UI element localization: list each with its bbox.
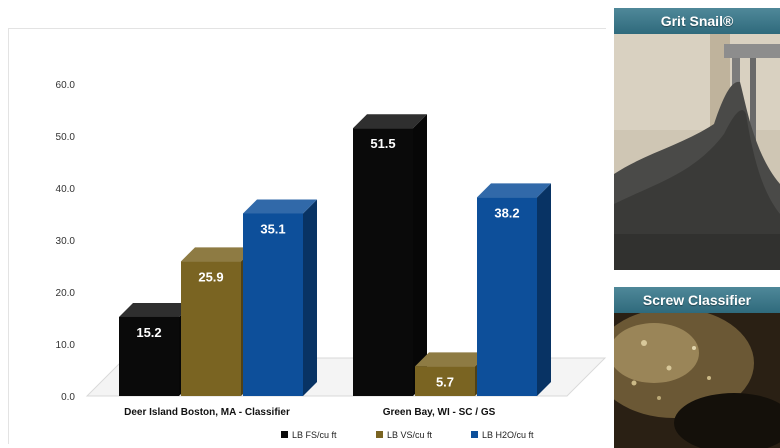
legend-swatch (376, 431, 383, 438)
bar-top (477, 183, 551, 198)
screw-classifier-photo (614, 313, 780, 448)
legend-label: LB VS/cu ft (387, 430, 433, 440)
bar (477, 197, 537, 396)
data-label: 38.2 (494, 205, 519, 220)
legend-label: LB FS/cu ft (292, 430, 337, 440)
category-label: Green Bay, WI - SC / GS (383, 407, 496, 418)
bar-top (415, 352, 489, 367)
grit-snail-title: Grit Snail® (614, 8, 780, 34)
bar (415, 366, 475, 396)
bar (243, 213, 303, 396)
y-tick-label: 20.0 (56, 288, 76, 299)
bar-top (353, 114, 427, 129)
bar-chart: 0.0 10.0 20.0 30.0 40.0 50.0 60.0 15.2 25.9 35.1 5… (56, 80, 607, 440)
bar (353, 128, 413, 396)
bar-top (181, 247, 255, 262)
bar (119, 316, 179, 396)
bar-top (243, 199, 317, 214)
legend-label: LB H2O/cu ft (482, 430, 534, 440)
bar-side (413, 114, 427, 396)
y-tick-label: 60.0 (56, 80, 76, 91)
bar-top (119, 302, 193, 317)
screw-classifier-image (614, 313, 780, 448)
chart-panel: 0.0 10.0 20.0 30.0 40.0 50.0 60.0 15.2 25.9 35.1 5… (8, 28, 607, 444)
screw-classifier-title: Screw Classifier (614, 287, 780, 313)
bar-side (537, 183, 551, 396)
data-label: 35.1 (260, 221, 285, 236)
legend-swatch (281, 431, 288, 438)
y-tick-label: 30.0 (56, 236, 76, 247)
grit-snail-photo (614, 34, 780, 270)
data-label: 15.2 (136, 325, 161, 340)
y-tick-label: 40.0 (56, 184, 76, 195)
y-tick-label: 0.0 (61, 392, 75, 403)
grit-snail-image (614, 34, 780, 270)
data-label: 51.5 (370, 136, 395, 151)
category-label: Deer Island Boston, MA - Classifier (124, 407, 290, 418)
y-tick-label: 10.0 (56, 340, 76, 351)
data-label: 25.9 (198, 269, 223, 284)
y-tick-label: 50.0 (56, 132, 76, 143)
data-label: 5.7 (436, 374, 454, 389)
bar-side (303, 199, 317, 396)
bar (181, 261, 241, 396)
legend-swatch (471, 431, 478, 438)
